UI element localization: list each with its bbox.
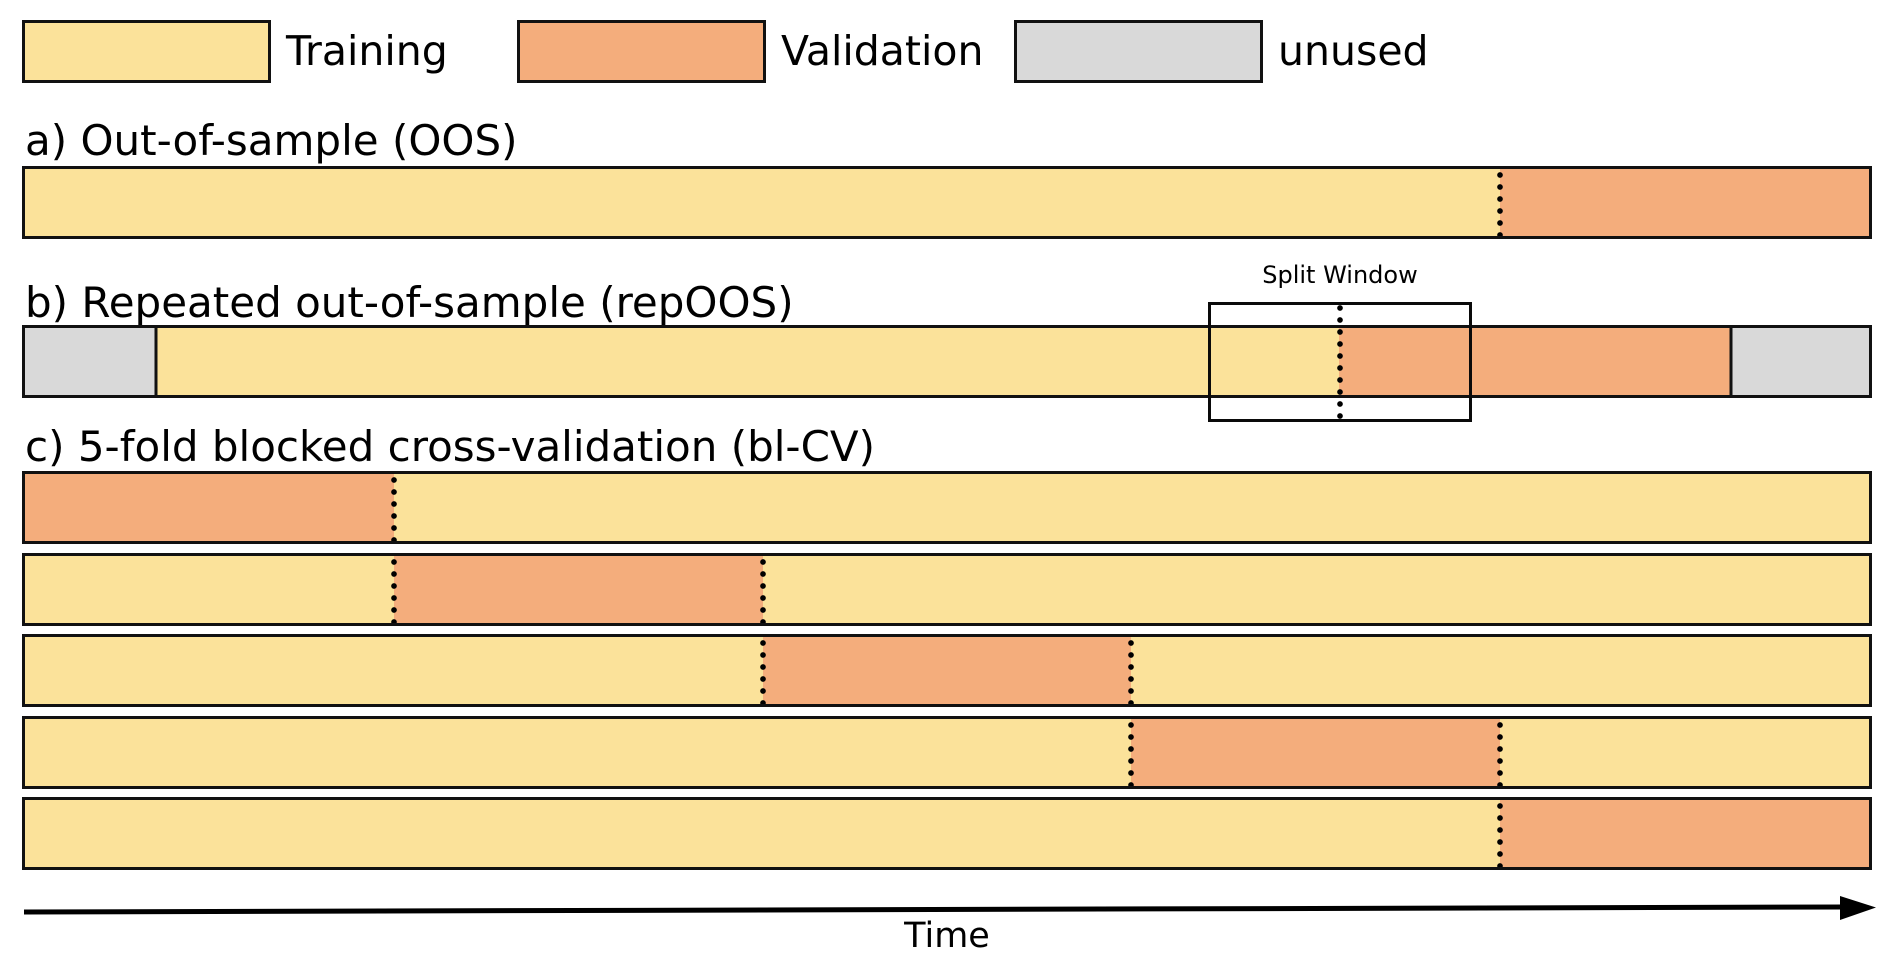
legend-item-validation: Validation [517, 20, 983, 83]
validation-swatch [517, 20, 766, 83]
validation-segment [762, 637, 1132, 704]
unused-segment [25, 328, 156, 395]
validation-segment [1500, 800, 1869, 867]
blcv-bar-3 [22, 634, 1872, 707]
legend-label-training: Training [286, 27, 448, 75]
oos-bars [22, 166, 1872, 239]
training-segment [25, 169, 1501, 236]
unused-segment [1730, 328, 1869, 395]
split-dotted-line [759, 555, 767, 623]
blcv-bar-4 [22, 715, 1872, 789]
blcv-bars [22, 471, 1872, 870]
split-window-dotted-line [1336, 302, 1344, 422]
segment-boundary-line [154, 328, 158, 395]
training-segment [393, 474, 1869, 541]
repoos-bar-1 [22, 325, 1872, 398]
split-dotted-line [1496, 169, 1504, 236]
unused-swatch [1014, 20, 1263, 83]
legend-item-training: Training [22, 20, 448, 83]
blcv-bar-5 [22, 797, 1872, 870]
section-title-oos: a) Out-of-sample (OOS) [25, 116, 518, 165]
training-segment [25, 718, 1132, 786]
blcv-bar-1 [22, 471, 1872, 544]
training-segment [155, 328, 1339, 395]
section-title-repoos: b) Repeated out-of-sample (repOOS) [25, 278, 794, 327]
legend-item-unused: unused [1014, 20, 1429, 83]
segment-boundary-line [1729, 328, 1733, 395]
repoos-bars [22, 325, 1872, 398]
training-segment [25, 637, 763, 704]
validation-segment [1500, 169, 1869, 236]
training-segment [762, 555, 1869, 623]
split-dotted-line [1496, 800, 1504, 867]
training-segment [1131, 637, 1869, 704]
validation-segment [1131, 718, 1501, 786]
training-segment [1500, 718, 1869, 786]
section-title-blcv: c) 5-fold blocked cross-validation (bl-C… [25, 422, 876, 471]
blcv-bar-2 [22, 552, 1872, 626]
validation-segment [25, 474, 394, 541]
validation-segment [393, 555, 763, 623]
time-axis-label: Time [904, 916, 990, 956]
split-dotted-line [390, 555, 398, 623]
split-dotted-line [1496, 718, 1504, 786]
oos-bar-1 [22, 166, 1872, 239]
training-swatch [22, 20, 271, 83]
split-dotted-line [390, 474, 398, 541]
split-dotted-line [1127, 637, 1135, 704]
validation-segment [1338, 328, 1731, 395]
split-dotted-line [759, 637, 767, 704]
legend-label-validation: Validation [781, 27, 984, 75]
legend-label-unused: unused [1278, 27, 1429, 75]
time-axis-arrow [23, 896, 1876, 920]
split-dotted-line [1127, 718, 1135, 786]
training-segment [25, 555, 394, 623]
split-window-label: Split Window [1262, 261, 1418, 289]
training-segment [25, 800, 1501, 867]
